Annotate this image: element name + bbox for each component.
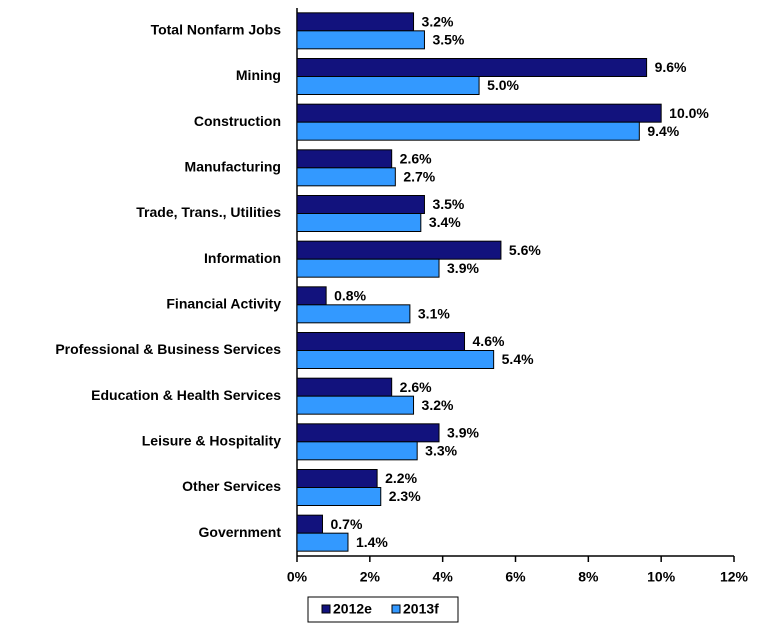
legend-swatch: [321, 604, 331, 614]
value-label: 3.9%: [447, 425, 479, 441]
value-label: 0.8%: [334, 288, 366, 304]
value-label: 4.6%: [473, 333, 505, 349]
category-label: Other Services: [182, 478, 281, 494]
bar: [296, 30, 425, 50]
category-label: Government: [199, 524, 282, 540]
value-label: 3.4%: [429, 214, 461, 230]
value-label: 9.4%: [647, 123, 679, 139]
bar: [296, 149, 393, 169]
x-tick-label: 2%: [360, 569, 381, 585]
x-tick-label: 10%: [647, 569, 676, 585]
bar: [296, 103, 662, 123]
value-label: 3.2%: [422, 14, 454, 30]
bar: [296, 532, 349, 552]
value-label: 5.4%: [502, 351, 534, 367]
bar: [296, 213, 422, 232]
bar: [296, 12, 415, 32]
bar: [296, 167, 396, 187]
value-label: 3.3%: [425, 443, 457, 459]
bar: [296, 304, 411, 324]
legend-label: 2012e: [333, 601, 372, 617]
category-label: Professional & Business Services: [55, 341, 281, 357]
x-tick-label: 6%: [505, 569, 526, 585]
value-label: 2.2%: [385, 470, 417, 486]
value-label: 1.4%: [356, 534, 388, 550]
bar: [296, 469, 378, 488]
bar: [296, 286, 327, 306]
bar: [296, 350, 495, 369]
legend-label: 2013f: [403, 601, 439, 617]
bar: [296, 332, 466, 351]
category-label: Financial Activity: [166, 296, 281, 312]
bar: [296, 441, 418, 461]
bar: [296, 395, 415, 415]
value-label: 10.0%: [669, 105, 709, 121]
category-label: Information: [204, 250, 281, 266]
bar: [296, 514, 323, 534]
bar: [296, 240, 502, 260]
value-label: 2.6%: [400, 379, 432, 395]
bar: [296, 423, 440, 443]
value-label: 5.0%: [487, 77, 519, 93]
value-label: 9.6%: [655, 59, 687, 75]
value-label: 5.6%: [509, 242, 541, 258]
value-label: 3.2%: [422, 397, 454, 413]
category-label: Leisure & Hospitality: [142, 433, 281, 449]
category-label: Mining: [236, 67, 281, 83]
value-label: 3.9%: [447, 260, 479, 276]
x-tick-label: 0%: [287, 569, 308, 585]
bar: [296, 195, 425, 214]
legend-swatch: [391, 604, 401, 614]
bar: [296, 487, 382, 506]
value-label: 3.5%: [432, 32, 464, 48]
value-label: 3.1%: [418, 306, 450, 322]
category-label: Manufacturing: [185, 159, 281, 175]
bar: [296, 121, 640, 141]
value-label: 2.3%: [389, 488, 421, 504]
x-tick-label: 8%: [578, 569, 599, 585]
category-label: Education & Health Services: [91, 387, 281, 403]
bar: [296, 258, 440, 278]
value-label: 0.7%: [330, 516, 362, 532]
bar: [296, 76, 480, 95]
category-label: Trade, Trans., Utilities: [136, 204, 281, 220]
category-label: Construction: [194, 113, 281, 129]
bar: [296, 58, 648, 77]
bar: [296, 377, 393, 397]
x-tick-label: 4%: [433, 569, 454, 585]
legend-box: [307, 596, 459, 623]
category-label: Total Nonfarm Jobs: [151, 22, 282, 38]
value-label: 3.5%: [432, 196, 464, 212]
x-tick-label: 12%: [720, 569, 749, 585]
value-label: 2.7%: [403, 169, 435, 185]
value-label: 2.6%: [400, 151, 432, 167]
